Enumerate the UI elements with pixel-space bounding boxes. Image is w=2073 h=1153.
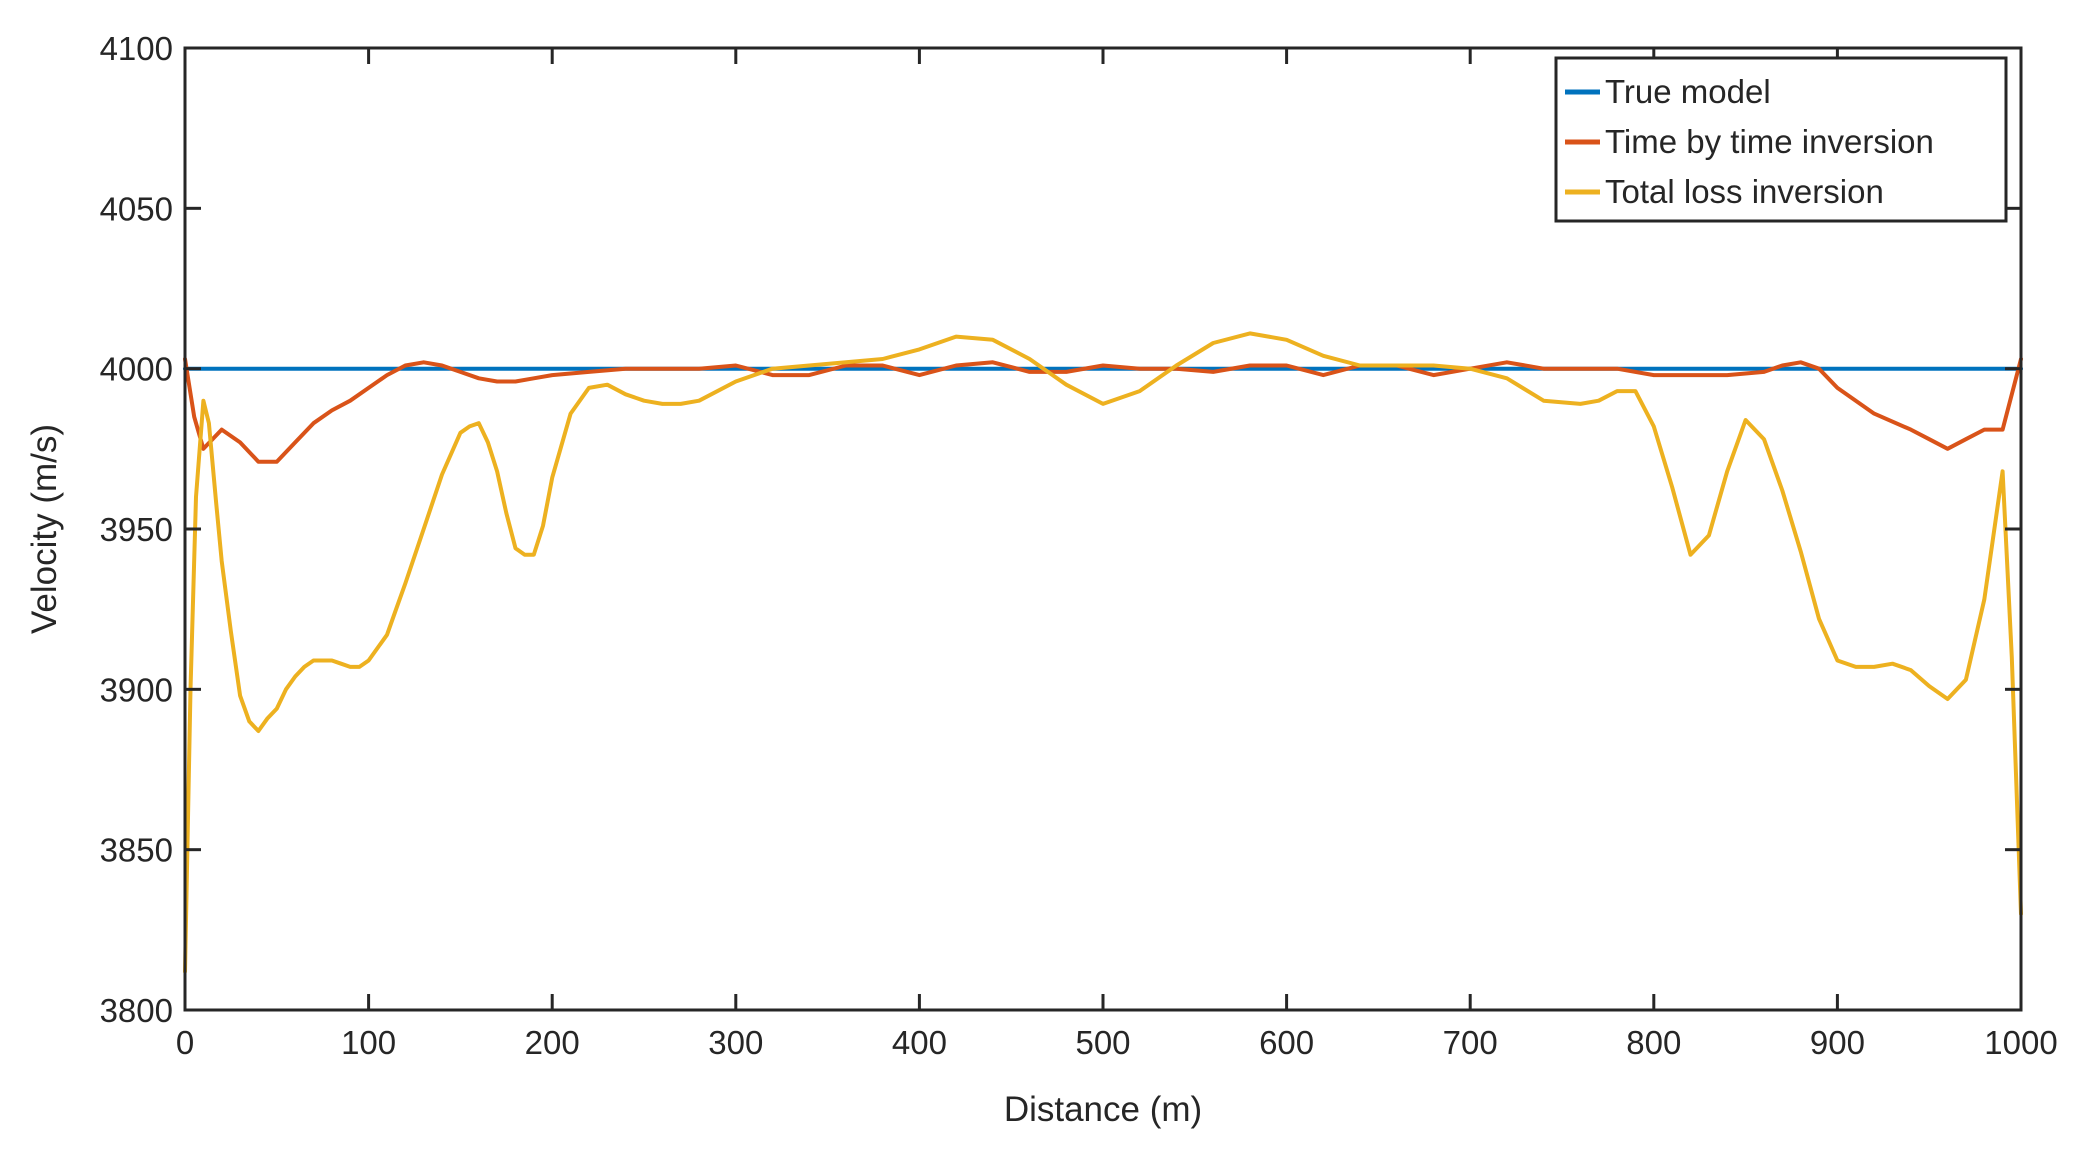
x-axis-label: Distance (m) [1004, 1090, 1202, 1129]
x-tick-label: 600 [1259, 1024, 1314, 1061]
y-axis-label: Velocity (m/s) [25, 424, 64, 634]
y-tick-label: 4050 [100, 190, 173, 227]
x-tick-labels: 0 100 200 300 400 500 600 700 800 900 1000 [176, 1024, 2058, 1061]
series-line-total-loss-inversion [183, 331, 2023, 974]
y-tick-label: 3900 [100, 671, 173, 708]
x-tick-label: 0 [176, 1024, 194, 1061]
legend-entry-total-loss: Total loss inversion [1605, 173, 1884, 210]
x-tick-label: 400 [892, 1024, 947, 1061]
legend: True model Time by time inversion Total … [1554, 56, 2008, 223]
series-layer [183, 331, 2023, 974]
legend-entry-true-model: True model [1605, 73, 1771, 110]
x-tick-label: 1000 [1984, 1024, 2057, 1061]
y-tick-label: 3950 [100, 511, 173, 548]
x-tick-label: 100 [341, 1024, 396, 1061]
x-tick-label: 700 [1443, 1024, 1498, 1061]
ticks-layer [183, 46, 2023, 1012]
x-tick-label: 500 [1075, 1024, 1130, 1061]
y-tick-label: 4000 [100, 351, 173, 388]
series-line-time-by-time-inversion [183, 357, 2023, 464]
x-tick-label: 300 [708, 1024, 763, 1061]
x-tick-label: 900 [1810, 1024, 1865, 1061]
y-tick-label: 4100 [100, 30, 173, 67]
y-tick-label: 3800 [100, 992, 173, 1029]
y-tick-label: 3850 [100, 832, 173, 869]
x-tick-label: 800 [1626, 1024, 1681, 1061]
legend-entry-time-by-time: Time by time inversion [1605, 123, 1934, 160]
y-tick-labels: 3800 3850 3900 3950 4000 4050 4100 [100, 30, 173, 1029]
x-tick-label: 200 [525, 1024, 580, 1061]
legend-box [1554, 56, 2008, 223]
